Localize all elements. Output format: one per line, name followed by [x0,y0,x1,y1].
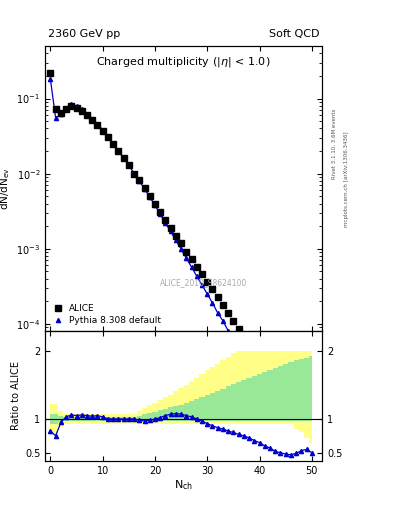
Text: Soft QCD: Soft QCD [269,29,320,39]
Pythia 8.308 default [309,494,314,500]
Text: mcplots.cern.ch [arXiv:1306.3436]: mcplots.cern.ch [arXiv:1306.3436] [344,132,349,227]
X-axis label: N$_{\mathsf{ch}}$: N$_{\mathsf{ch}}$ [174,478,193,492]
Line: ALICE: ALICE [48,70,314,447]
Text: Rivet 3.1.10, 3.6M events: Rivet 3.1.10, 3.6M events [332,108,337,179]
ALICE [236,326,241,332]
Pythia 8.308 default [106,134,110,140]
Pythia 8.308 default [304,483,309,489]
ALICE [127,162,131,168]
ALICE [132,170,136,177]
Text: ALICE_2010_S8624100: ALICE_2010_S8624100 [160,278,247,287]
Pythia 8.308 default [48,76,53,82]
Legend: ALICE, Pythia 8.308 default: ALICE, Pythia 8.308 default [50,303,162,327]
Line: Pythia 8.308 default: Pythia 8.308 default [48,77,314,499]
ALICE [48,70,53,76]
Pythia 8.308 default [132,170,136,177]
Text: 2360 GeV pp: 2360 GeV pp [48,29,120,39]
ALICE [106,134,110,140]
Pythia 8.308 default [220,318,225,324]
Pythia 8.308 default [236,347,241,353]
Y-axis label: dN/dN$_{\mathsf{ev}}$: dN/dN$_{\mathsf{ev}}$ [0,167,12,210]
Pythia 8.308 default [127,162,131,168]
ALICE [220,302,225,308]
Text: Charged multiplicity ($|\eta|$ < 1.0): Charged multiplicity ($|\eta|$ < 1.0) [97,55,271,69]
ALICE [304,433,309,439]
ALICE [309,441,314,447]
Y-axis label: Ratio to ALICE: Ratio to ALICE [11,361,21,431]
